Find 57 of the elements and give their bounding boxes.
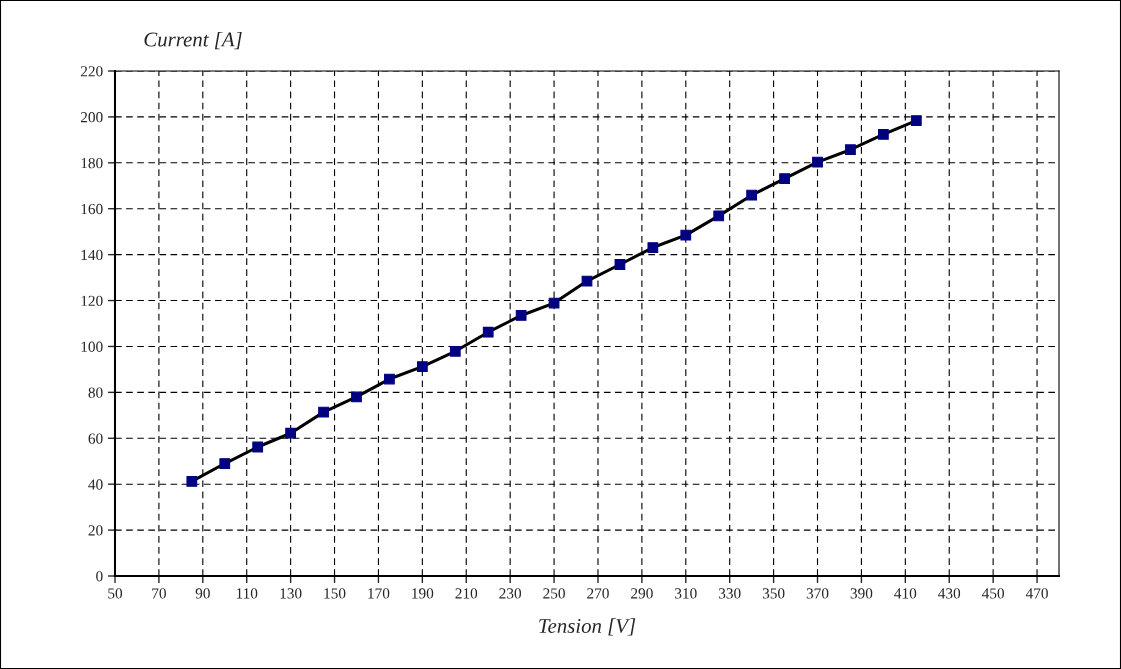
y-tick-label: 220 xyxy=(80,66,103,77)
y-tick-label: 120 xyxy=(81,295,103,306)
point xyxy=(812,156,823,168)
x-tick-label: 450 xyxy=(981,588,1005,599)
x-tick-label: 290 xyxy=(631,588,653,599)
x-axis-title: Tension [V] xyxy=(539,618,636,636)
point xyxy=(614,259,626,270)
x-tick-label: 50 xyxy=(108,588,123,599)
y-tick-label: 0 xyxy=(96,571,103,582)
x-tick-label: 150 xyxy=(324,588,346,599)
point xyxy=(416,361,428,373)
y-tick-label: 140 xyxy=(81,249,103,261)
point xyxy=(647,242,659,253)
point xyxy=(449,345,461,357)
y-tick-label: 20 xyxy=(88,525,103,536)
y-tick-label: 80 xyxy=(88,387,103,398)
x-tick-label: 170 xyxy=(368,588,390,599)
x-tick-label: 190 xyxy=(412,588,434,599)
y-tick-label: 180 xyxy=(81,157,103,169)
x-tick-label: 90 xyxy=(195,588,210,599)
x-tick-label: 70 xyxy=(152,588,166,599)
point xyxy=(252,441,264,453)
point xyxy=(910,115,922,126)
point xyxy=(285,427,297,439)
y-tick-label: 100 xyxy=(81,341,103,352)
x-tick-label: 410 xyxy=(894,588,917,599)
y-tick-label: 160 xyxy=(81,203,103,215)
point xyxy=(351,391,362,403)
point xyxy=(219,458,231,469)
point xyxy=(680,229,692,241)
x-tick-label: 470 xyxy=(1025,588,1048,599)
point xyxy=(515,310,527,321)
y-tick-label: 40 xyxy=(88,479,103,490)
point xyxy=(318,406,329,418)
y-tick-label: 200 xyxy=(80,112,103,123)
y-tick-label: 60 xyxy=(88,433,103,444)
x-tick-label: 270 xyxy=(587,588,609,599)
x-tick-label: 250 xyxy=(543,588,565,599)
x-tick-label: 430 xyxy=(938,588,961,599)
x-tick-label: 390 xyxy=(850,588,873,599)
x-tick-label: 130 xyxy=(280,588,302,599)
x-tick-label: 230 xyxy=(499,588,522,599)
x-tick-label: 110 xyxy=(236,588,258,599)
point xyxy=(746,189,758,201)
x-tick-label: 350 xyxy=(762,588,785,599)
y-axis-title: Current [A] xyxy=(144,31,242,50)
point xyxy=(713,210,725,222)
point xyxy=(779,173,790,185)
x-tick-label: 310 xyxy=(675,588,697,599)
x-tick-label: 210 xyxy=(455,588,478,599)
point xyxy=(845,144,856,156)
x-tick-label: 370 xyxy=(806,588,829,599)
point xyxy=(186,476,198,487)
point xyxy=(877,128,889,140)
point xyxy=(384,373,395,385)
point xyxy=(482,326,494,338)
x-tick-label: 330 xyxy=(718,588,741,599)
